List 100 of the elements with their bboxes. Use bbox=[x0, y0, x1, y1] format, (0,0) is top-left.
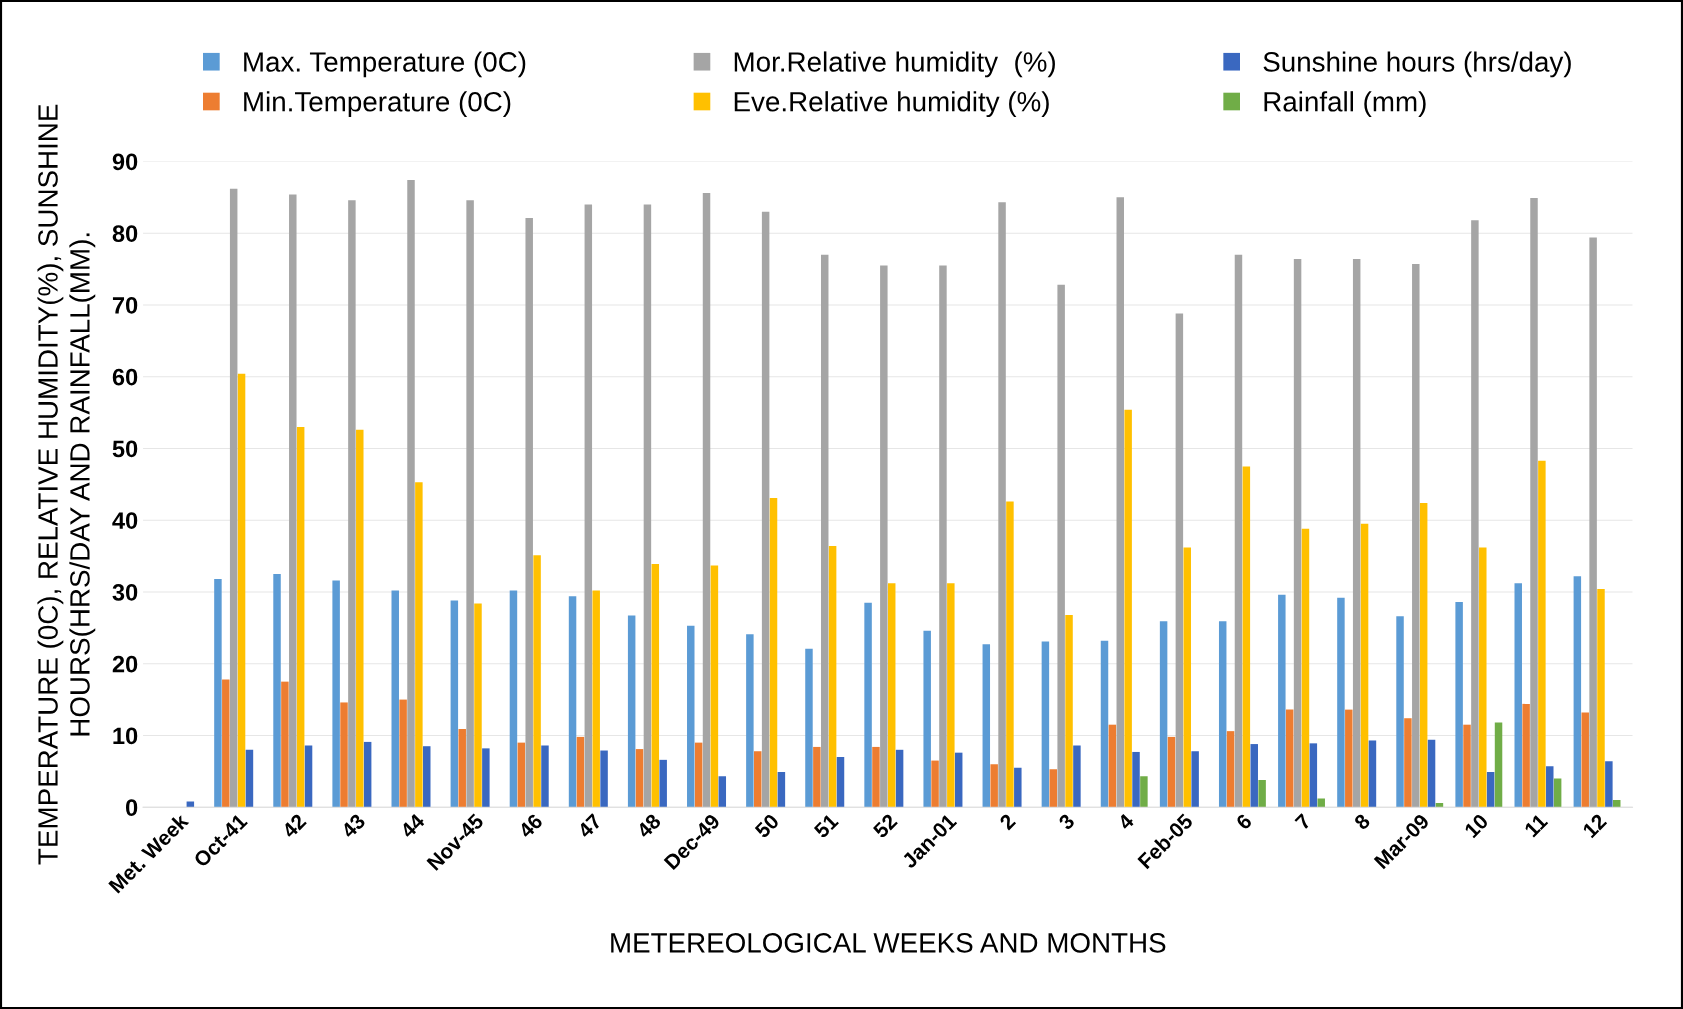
y-tick-label: 90 bbox=[112, 153, 138, 171]
bar bbox=[348, 200, 356, 808]
bar bbox=[399, 699, 407, 808]
bar bbox=[635, 749, 644, 808]
bar bbox=[651, 563, 660, 808]
bar bbox=[954, 752, 963, 808]
bar bbox=[273, 574, 281, 808]
x-tick-label: 48 bbox=[635, 812, 662, 840]
bar bbox=[466, 200, 474, 808]
bar bbox=[576, 736, 585, 808]
legend-label: Rainfall (mm) bbox=[1264, 91, 1426, 118]
bar bbox=[1191, 751, 1199, 808]
bar bbox=[391, 590, 399, 808]
x-tick-label: 42 bbox=[280, 813, 307, 839]
bar bbox=[415, 482, 423, 808]
bar bbox=[423, 746, 431, 808]
bar bbox=[237, 373, 246, 808]
bar bbox=[1108, 724, 1117, 808]
y-tick-label: 50 bbox=[112, 440, 138, 458]
bar bbox=[1132, 751, 1140, 808]
bar bbox=[939, 265, 947, 808]
bar bbox=[1522, 703, 1530, 808]
bar bbox=[1226, 731, 1235, 808]
bar bbox=[1167, 736, 1176, 808]
bar bbox=[229, 188, 238, 808]
bar bbox=[407, 180, 415, 808]
bar bbox=[659, 759, 667, 808]
bar bbox=[1589, 237, 1597, 808]
bar bbox=[1049, 769, 1058, 808]
bar bbox=[754, 751, 762, 808]
bar bbox=[1250, 744, 1258, 808]
bar bbox=[450, 600, 459, 808]
bar bbox=[627, 615, 636, 808]
y-tick-label: 30 bbox=[112, 584, 138, 601]
bar bbox=[1368, 740, 1377, 808]
bar bbox=[836, 756, 845, 808]
legend-label: Mor.Relative humidity (%) bbox=[734, 51, 1055, 78]
bar bbox=[509, 590, 518, 808]
bar bbox=[592, 590, 600, 808]
bar bbox=[1546, 766, 1554, 808]
bar bbox=[1116, 197, 1125, 808]
bar bbox=[1041, 641, 1050, 808]
y-tick-label: 40 bbox=[112, 512, 138, 529]
bar bbox=[541, 745, 549, 808]
x-tick-label: 7 bbox=[1294, 813, 1312, 831]
bar bbox=[880, 265, 888, 808]
y-tick-label: 60 bbox=[112, 368, 138, 386]
bar bbox=[1258, 779, 1266, 808]
bar bbox=[813, 746, 821, 808]
bar bbox=[1301, 528, 1310, 808]
bar bbox=[1530, 198, 1538, 808]
bar bbox=[828, 546, 837, 808]
x-tick-label: 8 bbox=[1353, 812, 1371, 831]
y-tick-label: 0 bbox=[126, 799, 138, 816]
x-tick-label: 3 bbox=[1057, 812, 1076, 831]
bar bbox=[1057, 284, 1065, 808]
bar bbox=[296, 426, 305, 808]
x-tick-label: 6 bbox=[1235, 812, 1253, 831]
bar bbox=[1514, 583, 1522, 808]
bar bbox=[1581, 712, 1589, 808]
x-tick-label: 47 bbox=[576, 813, 603, 839]
x-tick-label: 2 bbox=[998, 813, 1017, 831]
bar bbox=[1486, 772, 1495, 808]
bar bbox=[1309, 743, 1318, 808]
bar bbox=[1242, 466, 1251, 808]
bar bbox=[1293, 259, 1302, 808]
bar bbox=[474, 603, 482, 808]
bar bbox=[304, 745, 313, 808]
bar bbox=[1234, 254, 1243, 808]
x-tick-label: 12 bbox=[1581, 813, 1608, 839]
bar bbox=[1218, 621, 1227, 808]
bar bbox=[1073, 745, 1081, 808]
bar bbox=[600, 750, 608, 808]
bar bbox=[1317, 798, 1325, 808]
bar bbox=[998, 202, 1006, 808]
bar bbox=[746, 634, 754, 808]
bar bbox=[1494, 722, 1503, 808]
bar bbox=[864, 602, 872, 808]
legend-label: Sunshine hours (hrs/day) bbox=[1263, 51, 1571, 78]
legend-label: Min.Temperature (0C) bbox=[244, 91, 511, 118]
bar bbox=[1427, 739, 1436, 808]
bar bbox=[1006, 501, 1014, 808]
bar bbox=[1337, 597, 1345, 808]
x-tick-label: 10 bbox=[1463, 813, 1490, 839]
bar bbox=[1412, 264, 1420, 808]
bar bbox=[982, 644, 991, 808]
bar bbox=[923, 630, 931, 808]
bar bbox=[332, 580, 340, 808]
bar bbox=[1573, 576, 1582, 808]
bar bbox=[1159, 621, 1168, 808]
bar bbox=[1605, 761, 1613, 808]
bar bbox=[1455, 601, 1463, 808]
bar bbox=[1100, 640, 1109, 808]
y-tick-label: 10 bbox=[113, 727, 138, 745]
x-tick-label: 4 bbox=[1116, 812, 1135, 831]
y-axis-title: TEMPERATURE (0C), RELATIVE HUMIDITY(%), SUNSHINE HOURS(HRS/DAY AND RAINFALL(MM). bbox=[37, 104, 96, 865]
bar bbox=[1140, 776, 1148, 808]
bar bbox=[214, 579, 222, 808]
bar bbox=[458, 728, 466, 808]
bar bbox=[1360, 523, 1369, 808]
